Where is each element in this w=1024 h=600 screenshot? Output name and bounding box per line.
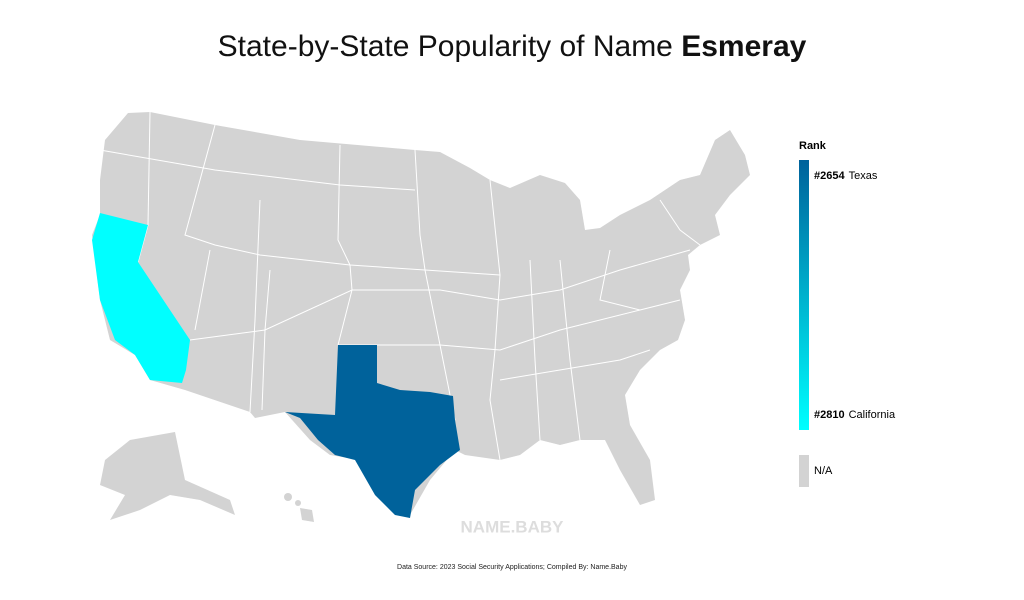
title: State-by-State Popularity of Name Esmera…	[0, 30, 1024, 64]
alaska	[100, 432, 235, 520]
title-prefix: State-by-State Popularity of Name	[217, 30, 682, 63]
hawaii	[284, 493, 314, 522]
legend-entry: #2654 Texas	[814, 170, 878, 182]
legend-title: Rank	[799, 140, 827, 152]
legend-rank: #2654	[814, 170, 845, 182]
title-name: Esmeray	[681, 30, 807, 63]
footer: Data Source: 2023 Social Security Applic…	[397, 564, 627, 571]
legend-state: California	[849, 409, 896, 421]
legend-rank: #2810	[814, 409, 845, 421]
legend-state: Texas	[849, 170, 878, 182]
state-texas	[285, 345, 460, 518]
legend-entry: #2810 California	[814, 409, 896, 421]
legend-na-swatch	[799, 455, 809, 487]
legend-gradient	[799, 160, 809, 430]
us-lower48	[92, 112, 750, 515]
legend-na-label: N/A	[814, 465, 833, 477]
watermark: NAME.BABY	[461, 517, 565, 536]
state-borders	[99, 111, 701, 461]
state-california	[92, 213, 190, 383]
